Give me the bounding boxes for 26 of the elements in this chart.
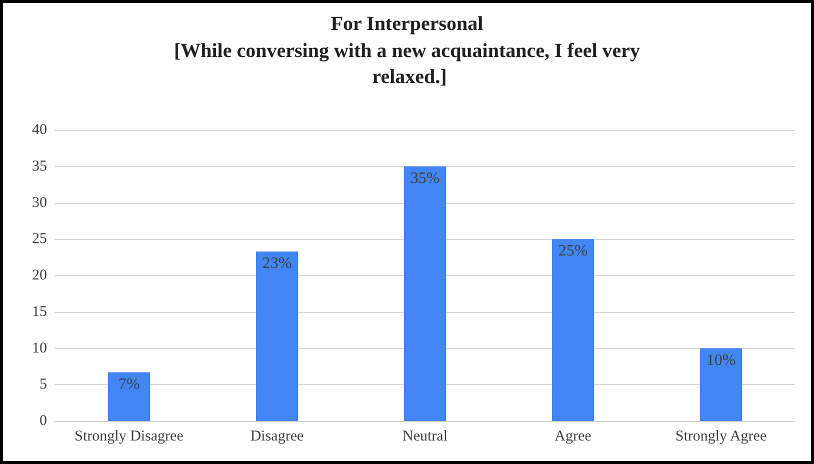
data-label: 7% xyxy=(118,376,140,393)
chart-subtitle: [While conversing with a new acquaintance, I feel very relaxed.] xyxy=(174,40,640,88)
y-tick-label: 30 xyxy=(32,194,47,211)
data-label: 25% xyxy=(558,242,588,260)
x-tick-label: Strongly Disagree xyxy=(74,428,184,444)
y-tick-label: 25 xyxy=(32,231,47,248)
y-tick-label: 10 xyxy=(32,340,47,356)
x-tick-label: Strongly Agree xyxy=(675,428,767,444)
y-tick-label: 5 xyxy=(40,376,47,393)
bar xyxy=(256,251,298,421)
bar xyxy=(552,239,594,421)
data-label: 10% xyxy=(706,352,736,369)
x-tick-label: Neutral xyxy=(402,428,448,444)
bar xyxy=(700,348,742,421)
y-tick-label: 40 xyxy=(32,122,47,138)
bar xyxy=(404,166,446,421)
chart-title: For Interpersonal xyxy=(330,13,484,35)
y-tick-label: 15 xyxy=(32,304,47,320)
x-tick-label: Disagree xyxy=(250,428,304,444)
y-tick-label: 35 xyxy=(32,158,47,174)
y-tick-label: 20 xyxy=(32,268,47,284)
data-label: 23% xyxy=(262,254,292,272)
y-tick-label: 0 xyxy=(40,413,47,429)
x-tick-label: Agree xyxy=(554,428,592,444)
data-label: 35% xyxy=(410,170,440,187)
bar xyxy=(108,372,150,421)
